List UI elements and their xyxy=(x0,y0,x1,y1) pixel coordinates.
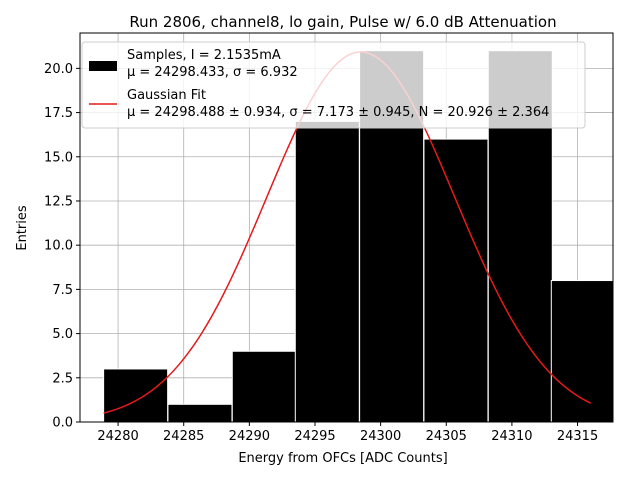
y-tick-label: 7.5 xyxy=(52,283,73,298)
x-tick-label: 24280 xyxy=(97,429,138,444)
legend-fit-stats: μ = 24298.488 ± 0.934, σ = 7.173 ± 0.945… xyxy=(127,105,549,120)
histogram-bar xyxy=(103,368,169,423)
y-tick-label: 17.5 xyxy=(44,106,73,121)
chart-title: Run 2806, channel8, lo gain, Pulse w/ 6.… xyxy=(129,13,556,31)
x-tick-label: 24295 xyxy=(294,429,335,444)
legend: Samples, I = 2.1535mA μ = 24298.433, σ =… xyxy=(81,41,586,129)
histogram-bar xyxy=(294,120,360,423)
x-tick-label: 24285 xyxy=(163,429,204,444)
y-tick-label: 0.0 xyxy=(52,416,73,431)
plot-frame xyxy=(79,32,614,423)
x-tick-label: 24310 xyxy=(491,429,532,444)
legend-box xyxy=(81,41,586,129)
legend-samples-name: Samples, I = 2.1535mA xyxy=(127,48,281,63)
y-axis-ticks: 0.0 2.5 5.0 7.5 10.0 12.5 15.0 17.5 20.0 xyxy=(44,62,80,431)
y-tick-label: 12.5 xyxy=(44,194,73,209)
histogram-bars xyxy=(103,50,614,423)
x-tick-label: 24290 xyxy=(229,429,270,444)
x-tick-label: 24315 xyxy=(557,429,598,444)
x-tick-label: 24305 xyxy=(426,429,467,444)
y-tick-label: 10.0 xyxy=(44,239,73,254)
y-axis-label: Entries xyxy=(15,205,30,251)
x-axis-label: Energy from OFCs [ADC Counts] xyxy=(238,451,447,466)
y-tick-label: 15.0 xyxy=(44,150,73,165)
histogram-bar xyxy=(167,403,233,423)
histogram-bar xyxy=(550,280,614,423)
x-tick-label: 24300 xyxy=(360,429,401,444)
y-tick-label: 5.0 xyxy=(52,327,73,342)
legend-samples-stats: μ = 24298.433, σ = 6.932 xyxy=(127,65,298,80)
y-tick-label: 20.0 xyxy=(44,62,73,77)
x-axis-ticks: 24280 24285 24290 24295 24300 24305 24310 24315 xyxy=(97,422,598,444)
histogram-bar xyxy=(423,138,489,423)
histogram-bar xyxy=(231,350,297,423)
y-tick-label: 2.5 xyxy=(52,371,73,386)
legend-fit-name: Gaussian Fit xyxy=(127,88,206,103)
legend-samples-swatch xyxy=(89,61,117,71)
